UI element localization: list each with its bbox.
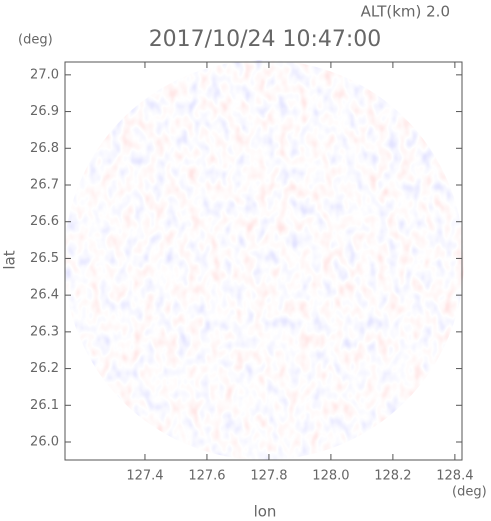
x-tick-label: 128.4 — [436, 469, 473, 484]
y-tick-label: 26.3 — [30, 324, 59, 339]
x-tick-label: 127.4 — [126, 469, 163, 484]
y-tick-label: 26.7 — [30, 177, 59, 192]
y-tick-label: 26.1 — [30, 398, 59, 413]
y-tick-label: 26.4 — [30, 288, 59, 303]
x-tick-label: 127.8 — [250, 469, 287, 484]
y-tick-label: 27.0 — [30, 67, 59, 82]
y-tick-label: 26.8 — [30, 141, 59, 156]
y-tick-label: 26.6 — [30, 214, 59, 229]
x-tick-label: 128.2 — [374, 469, 411, 484]
altitude: ALT(km) 2.0 — [361, 3, 450, 21]
y-axis-label: lat — [1, 250, 19, 269]
plot-frame — [64, 61, 463, 461]
y-tick-label: 26.9 — [30, 104, 59, 119]
radar-field — [64, 60, 464, 460]
y-tick-label: 26.5 — [30, 251, 59, 266]
x-unit: (deg) — [452, 485, 487, 500]
y-tick-label: 26.0 — [30, 435, 59, 450]
y-unit: (deg) — [18, 33, 53, 48]
x-tick-label: 127.6 — [188, 469, 225, 484]
x-tick-label: 128.0 — [312, 469, 349, 484]
x-axis-label: lon — [254, 503, 277, 521]
chart-title: 2017/10/24 10:47:00 — [149, 27, 382, 52]
y-tick-label: 26.2 — [30, 361, 59, 376]
